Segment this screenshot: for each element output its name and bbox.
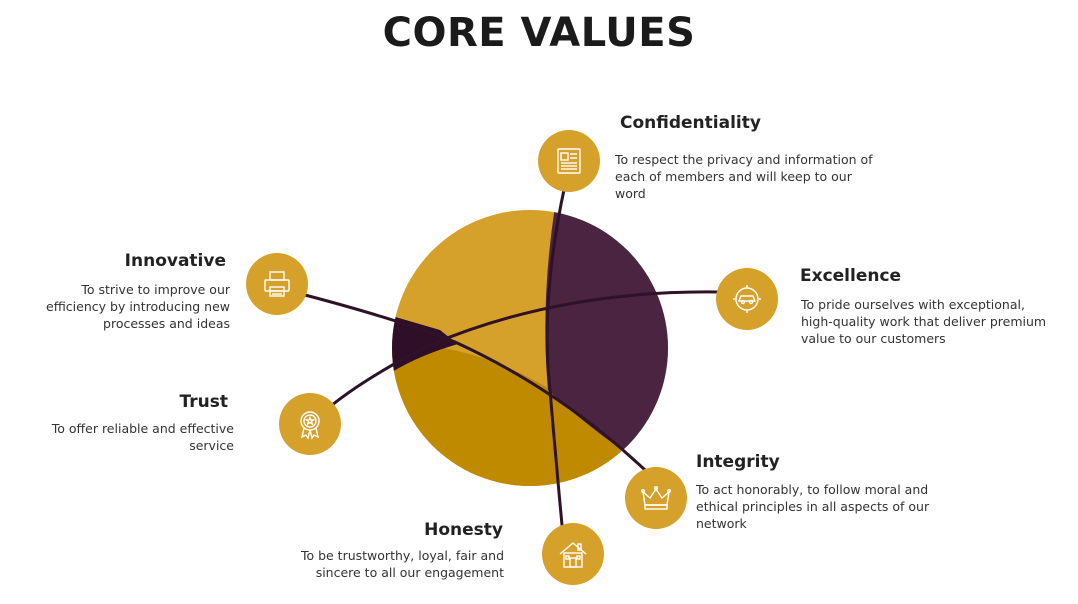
trust-description: To offer reliable and effective service [51,421,234,453]
car-gear-icon [733,285,761,313]
circle-left-wedge [392,316,458,372]
confidentiality-title: Confidentiality [620,113,761,133]
integrity-title: Integrity [696,452,780,472]
excellence-icon-circle [716,268,778,330]
confidentiality-description: To respect the privacy and information o… [615,152,873,201]
connector-confidentiality [545,183,567,527]
central-circle [392,210,668,486]
honesty-icon-circle [542,523,604,585]
page-title: CORE VALUES [382,10,696,56]
award-badge-icon [300,411,320,440]
connector-innovative [303,293,647,472]
excellence-description: To pride ourselves with exceptional, hig… [801,297,1047,346]
innovative-icon-circle [246,253,308,315]
trust-icon-circle [279,393,341,455]
innovative-description: To strive to improve our efficiency by i… [46,282,230,331]
innovative-title: Innovative [124,251,226,271]
newspaper-icon [557,148,581,174]
house-icon [559,542,587,568]
excellence-title: Excellence [800,266,902,286]
integrity-icon-circle [625,467,687,529]
integrity-description: To act honorably, to follow moral and et… [696,482,930,531]
printer-icon [264,271,290,297]
trust-title: Trust [179,392,228,412]
connector-excellence [330,290,720,407]
honesty-description: To be trustworthy, loyal, fair and since… [300,548,504,580]
honesty-title: Honesty [424,520,503,540]
connector-lines [303,183,720,527]
confidentiality-icon-circle [538,130,600,192]
crown-icon [641,485,672,510]
